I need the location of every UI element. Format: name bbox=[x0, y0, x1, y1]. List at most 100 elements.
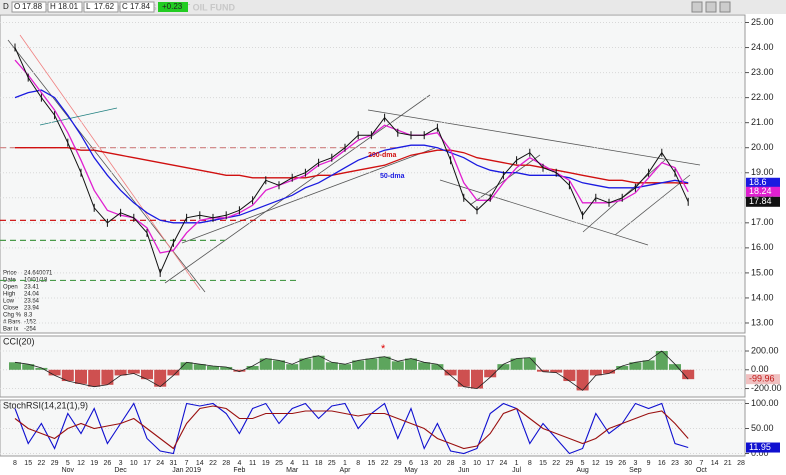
info-label: Open bbox=[3, 285, 18, 291]
info-value: 24.04 bbox=[24, 292, 40, 298]
x-tick-label: 21 bbox=[724, 460, 732, 467]
cci-bar bbox=[642, 360, 655, 370]
stoch-line bbox=[14, 405, 689, 450]
cci-bar bbox=[431, 364, 444, 370]
x-tick-label: 3 bbox=[119, 460, 123, 467]
cci-bar bbox=[299, 358, 312, 370]
x-tick-label: 10 bbox=[130, 460, 138, 467]
x-month-label: Feb bbox=[233, 467, 245, 474]
info-label: Date bbox=[3, 278, 16, 284]
info-label: Chg % bbox=[3, 313, 22, 319]
ma-annotation: 50-dma bbox=[380, 173, 405, 180]
x-tick-label: 29 bbox=[394, 460, 402, 467]
y-tick-label: 16.00 bbox=[751, 242, 774, 252]
cci-bar bbox=[603, 369, 615, 374]
cci-bar bbox=[339, 364, 351, 370]
info-label: # Bars bbox=[3, 320, 20, 326]
x-tick-label: 10 bbox=[473, 460, 481, 467]
y-tick-label: -200.00 bbox=[751, 383, 782, 393]
value-tag bbox=[746, 177, 780, 188]
period: D bbox=[3, 2, 9, 11]
quote-box bbox=[119, 1, 155, 13]
x-tick-label: 15 bbox=[24, 460, 32, 467]
x-tick-label: 14 bbox=[711, 460, 719, 467]
y-tick-label: 23.00 bbox=[751, 67, 774, 77]
x-tick-label: 25 bbox=[275, 460, 283, 467]
x-tick-label: 19 bbox=[90, 460, 98, 467]
change-box bbox=[158, 2, 188, 12]
x-tick-label: 26 bbox=[104, 460, 112, 467]
cci-bar bbox=[550, 369, 563, 373]
info-value: 23.41 bbox=[24, 285, 40, 291]
x-tick-label: 31 bbox=[170, 460, 178, 467]
info-value: 23.94 bbox=[24, 306, 40, 312]
x-month-label: Jun bbox=[458, 467, 469, 474]
info-label: High bbox=[3, 292, 15, 298]
x-tick-label: 4 bbox=[290, 460, 294, 467]
info-value: 24.640071 bbox=[24, 271, 53, 277]
x-tick-label: 19 bbox=[605, 460, 613, 467]
cci-bar bbox=[563, 369, 576, 382]
x-tick-label: 28 bbox=[737, 460, 745, 467]
header-bar bbox=[0, 0, 786, 14]
cci-bar bbox=[61, 369, 74, 382]
cci-bar bbox=[193, 364, 206, 370]
x-tick-label: 16 bbox=[658, 460, 666, 467]
x-month-label: Aug bbox=[576, 467, 589, 474]
window-button[interactable] bbox=[719, 1, 731, 13]
x-tick-label: 11 bbox=[249, 460, 256, 467]
value-tag bbox=[746, 186, 780, 197]
series-line bbox=[14, 89, 689, 224]
x-tick-label: 30 bbox=[684, 460, 692, 467]
panel-title: CCI(20) bbox=[3, 336, 35, 346]
x-month-label: Dec bbox=[114, 467, 127, 474]
y-tick-label: 20.00 bbox=[751, 142, 774, 152]
x-tick-label: 19 bbox=[262, 460, 270, 467]
cci-bar bbox=[629, 362, 642, 370]
value-tag bbox=[746, 442, 780, 453]
cci-bar bbox=[180, 362, 193, 370]
series-line bbox=[14, 47, 689, 275]
cci-bar bbox=[154, 369, 167, 387]
cci-bar bbox=[35, 367, 48, 370]
cci-bar bbox=[497, 364, 510, 370]
x-tick-label: 8 bbox=[528, 460, 532, 467]
x-tick-label: 24 bbox=[500, 460, 508, 467]
quote-key: O bbox=[14, 2, 20, 11]
cci-bar bbox=[589, 369, 602, 376]
x-tick-label: 29 bbox=[51, 460, 59, 467]
cci-bar bbox=[418, 362, 431, 370]
window-button[interactable] bbox=[691, 1, 703, 13]
cci-bar bbox=[259, 358, 272, 370]
x-tick-label: 17 bbox=[143, 460, 151, 467]
quote-box bbox=[11, 1, 47, 13]
x-month-label: Sep bbox=[629, 467, 642, 474]
value-tag-label: 11.95 bbox=[749, 442, 771, 452]
x-tick-label: 5 bbox=[66, 460, 70, 467]
y-tick-label: 17.00 bbox=[751, 217, 774, 227]
x-tick-label: 7 bbox=[185, 460, 189, 467]
quote-value: 17.62 bbox=[94, 2, 115, 11]
y-tick-label: 13.00 bbox=[751, 317, 774, 327]
x-month-label: May bbox=[404, 467, 418, 474]
x-tick-label: 11 bbox=[302, 460, 309, 467]
x-tick-label: 28 bbox=[222, 460, 230, 467]
quote-box bbox=[47, 1, 83, 13]
cci-bar bbox=[616, 366, 629, 370]
x-tick-label: 15 bbox=[539, 460, 547, 467]
x-tick-label: 29 bbox=[566, 460, 574, 467]
x-tick-label: 1 bbox=[343, 460, 347, 467]
series-line bbox=[14, 59, 689, 254]
y-tick-label: 0.00 bbox=[751, 364, 769, 374]
cci-bar bbox=[101, 369, 114, 385]
cci-bar bbox=[523, 357, 536, 370]
y-tick-label: 100.00 bbox=[751, 398, 779, 408]
x-tick-label: 12 bbox=[592, 460, 600, 467]
cci-bar bbox=[457, 369, 470, 387]
value-tag bbox=[746, 374, 780, 385]
value-tag-label: 18.24 bbox=[749, 186, 772, 196]
y-tick-label: 19.00 bbox=[751, 167, 774, 177]
info-label: Price bbox=[3, 271, 17, 277]
window-button[interactable] bbox=[705, 1, 717, 13]
quote-value: 17.84 bbox=[130, 2, 151, 11]
